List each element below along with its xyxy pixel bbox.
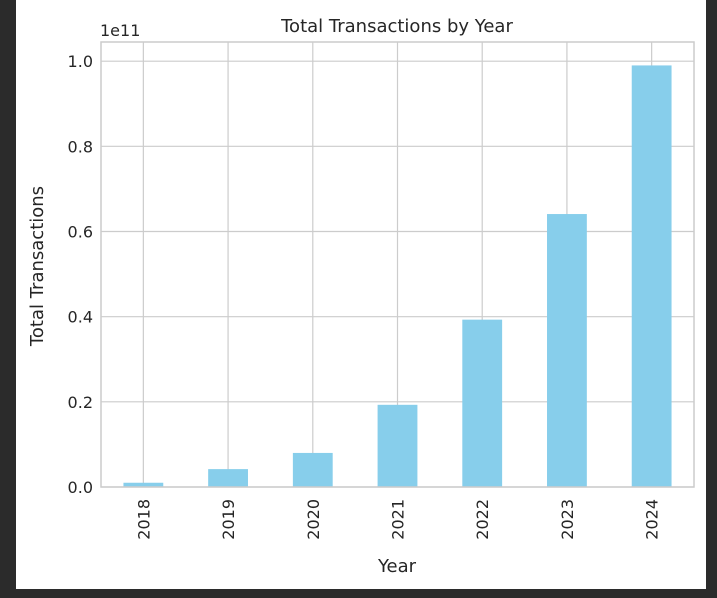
- bar-2023: [547, 214, 587, 488]
- bars: [123, 65, 672, 488]
- bar-2018: [123, 482, 164, 487]
- y-tick-label: 0.4: [68, 308, 93, 327]
- x-tick-label: 2018: [134, 499, 153, 540]
- y-tick-label: 1.0: [68, 52, 93, 71]
- x-tick-label: 2021: [389, 499, 408, 540]
- y-tick-label: 0.6: [68, 222, 93, 241]
- plot-frame: [100, 41, 695, 488]
- x-tick-label: 2019: [219, 499, 238, 540]
- y-axis-label: Total Transactions: [27, 186, 48, 347]
- bar-2021: [377, 404, 418, 487]
- y-tick-label: 0.8: [68, 137, 93, 156]
- y-tick-labels: 0.0 0.2 0.4 0.6 0.8 1.0: [68, 52, 93, 497]
- y-offset-label: 1e11: [100, 21, 140, 40]
- x-axis-label: Year: [377, 556, 417, 577]
- x-tick-label: 2022: [473, 499, 492, 540]
- bar-2022: [462, 319, 503, 487]
- x-tick-label: 2024: [643, 499, 662, 540]
- chart-title: Total Transactions by Year: [280, 16, 513, 37]
- x-tick-label: 2020: [304, 499, 323, 540]
- y-tick-label: 0.2: [68, 393, 93, 412]
- bar-2019: [208, 469, 248, 487]
- x-tick-label: 2023: [558, 499, 577, 540]
- y-tick-label: 0.0: [68, 478, 93, 497]
- bar-2024: [631, 65, 672, 487]
- bar-chart: 0.00.20.40.60.81.0 2018 2019 2020 2021 2022 2…: [27, 16, 695, 577]
- x-tick-labels: 2018 2019 2020 2021 2022 2023 2024: [134, 499, 661, 540]
- chart-figure: 0.0 0.2 0.4 0.6 0.8 1.0 2018 2019 2020 2021 2022 2…: [16, 0, 706, 589]
- bar-2020: [292, 452, 333, 487]
